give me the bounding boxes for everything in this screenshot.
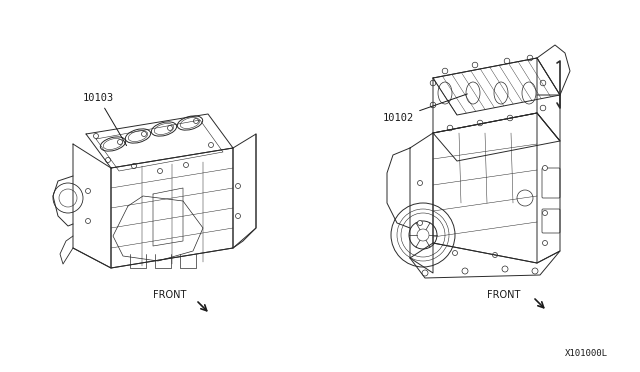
Circle shape	[493, 253, 497, 257]
Text: X101000L: X101000L	[565, 349, 608, 358]
Circle shape	[442, 68, 448, 74]
Circle shape	[452, 250, 458, 256]
Text: FRONT: FRONT	[487, 290, 520, 300]
Circle shape	[193, 119, 198, 124]
Circle shape	[417, 180, 422, 186]
Circle shape	[106, 157, 111, 163]
Circle shape	[118, 140, 122, 144]
Circle shape	[430, 102, 436, 108]
Text: FRONT: FRONT	[153, 290, 186, 300]
Circle shape	[417, 221, 422, 225]
Circle shape	[507, 115, 513, 121]
Circle shape	[477, 120, 483, 126]
Circle shape	[430, 80, 436, 86]
Circle shape	[532, 268, 538, 274]
Circle shape	[540, 80, 546, 86]
Circle shape	[184, 163, 189, 167]
Circle shape	[168, 125, 173, 131]
Circle shape	[86, 189, 90, 193]
Circle shape	[131, 164, 136, 169]
Circle shape	[472, 62, 478, 68]
Circle shape	[93, 134, 99, 138]
Circle shape	[86, 218, 90, 224]
Text: 10102: 10102	[383, 94, 467, 123]
Circle shape	[502, 266, 508, 272]
Circle shape	[141, 131, 147, 137]
Circle shape	[236, 183, 241, 189]
Circle shape	[447, 125, 453, 131]
Circle shape	[236, 214, 241, 218]
Circle shape	[422, 270, 428, 276]
Circle shape	[157, 169, 163, 173]
Circle shape	[543, 211, 547, 215]
Circle shape	[462, 268, 468, 274]
Circle shape	[540, 105, 546, 111]
Circle shape	[209, 142, 214, 148]
Circle shape	[543, 241, 547, 246]
Text: 10103: 10103	[83, 93, 127, 145]
Circle shape	[527, 55, 532, 61]
Circle shape	[543, 166, 547, 170]
Circle shape	[504, 58, 510, 64]
